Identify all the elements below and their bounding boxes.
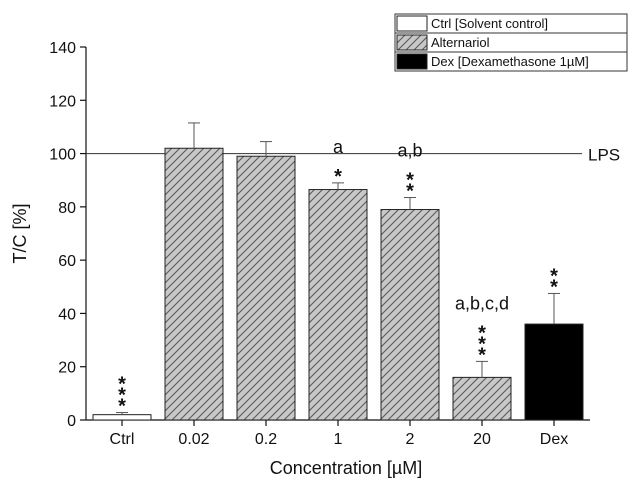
significance-star: * — [406, 170, 414, 192]
legend-label-ctrl: Ctrl [Solvent control] — [431, 16, 548, 31]
legend-box — [394, 13, 628, 72]
x-tick-label: 1 — [334, 431, 343, 448]
x-tick-label: 0.02 — [178, 431, 209, 448]
letter-annotation: a — [333, 137, 344, 157]
legend-swatch-alt — [396, 34, 428, 51]
significance-star: * — [478, 322, 486, 344]
legend-swatch-ctrl — [396, 15, 428, 32]
significance-star: * — [334, 166, 342, 188]
x-tick-label: Dex — [540, 431, 568, 448]
x-tick-label: Ctrl — [110, 431, 135, 448]
bar-0.2 — [236, 155, 296, 421]
significance-star: * — [118, 385, 126, 407]
y-tick-label: 20 — [58, 360, 76, 377]
significance-star: * — [118, 396, 126, 418]
significance-star: * — [550, 265, 558, 287]
y-tick-label: 120 — [49, 93, 76, 110]
legend: Ctrl [Solvent control] Alternariol Dex [De… — [394, 13, 628, 72]
x-tick-label: 2 — [406, 431, 415, 448]
y-tick-label: 100 — [49, 147, 76, 164]
x-tick-label: 0.2 — [255, 431, 277, 448]
legend-swatch-dex — [396, 53, 428, 70]
x-tick-label: 20 — [473, 431, 491, 448]
x-axis-title: Concentration [µM] — [270, 458, 422, 478]
significance-star: * — [478, 344, 486, 366]
significance-star: * — [406, 181, 414, 203]
y-tick-label: 80 — [58, 200, 76, 217]
bar-1 — [308, 189, 368, 421]
y-tick-label: 140 — [49, 40, 76, 57]
y-tick-label: 60 — [58, 253, 76, 270]
legend-label-alt: Alternariol — [431, 35, 490, 50]
significance-star: * — [478, 333, 486, 355]
y-tick-label: 0 — [67, 413, 76, 430]
y-tick-label: 40 — [58, 306, 76, 323]
bar-Dex — [524, 323, 584, 421]
bar-2 — [380, 209, 440, 421]
significance-star: * — [118, 374, 126, 396]
letter-annotation: a,b,c,d — [455, 293, 509, 313]
bar-0.02 — [164, 147, 224, 421]
y-axis-title: T/C [%] — [10, 203, 30, 263]
letter-annotation: a,b — [397, 141, 422, 161]
significance-star: * — [550, 276, 558, 298]
lps-label: LPS — [588, 146, 620, 165]
bar-20 — [452, 376, 512, 421]
legend-label-dex: Dex [Dexamethasone 1µM] — [431, 54, 589, 69]
